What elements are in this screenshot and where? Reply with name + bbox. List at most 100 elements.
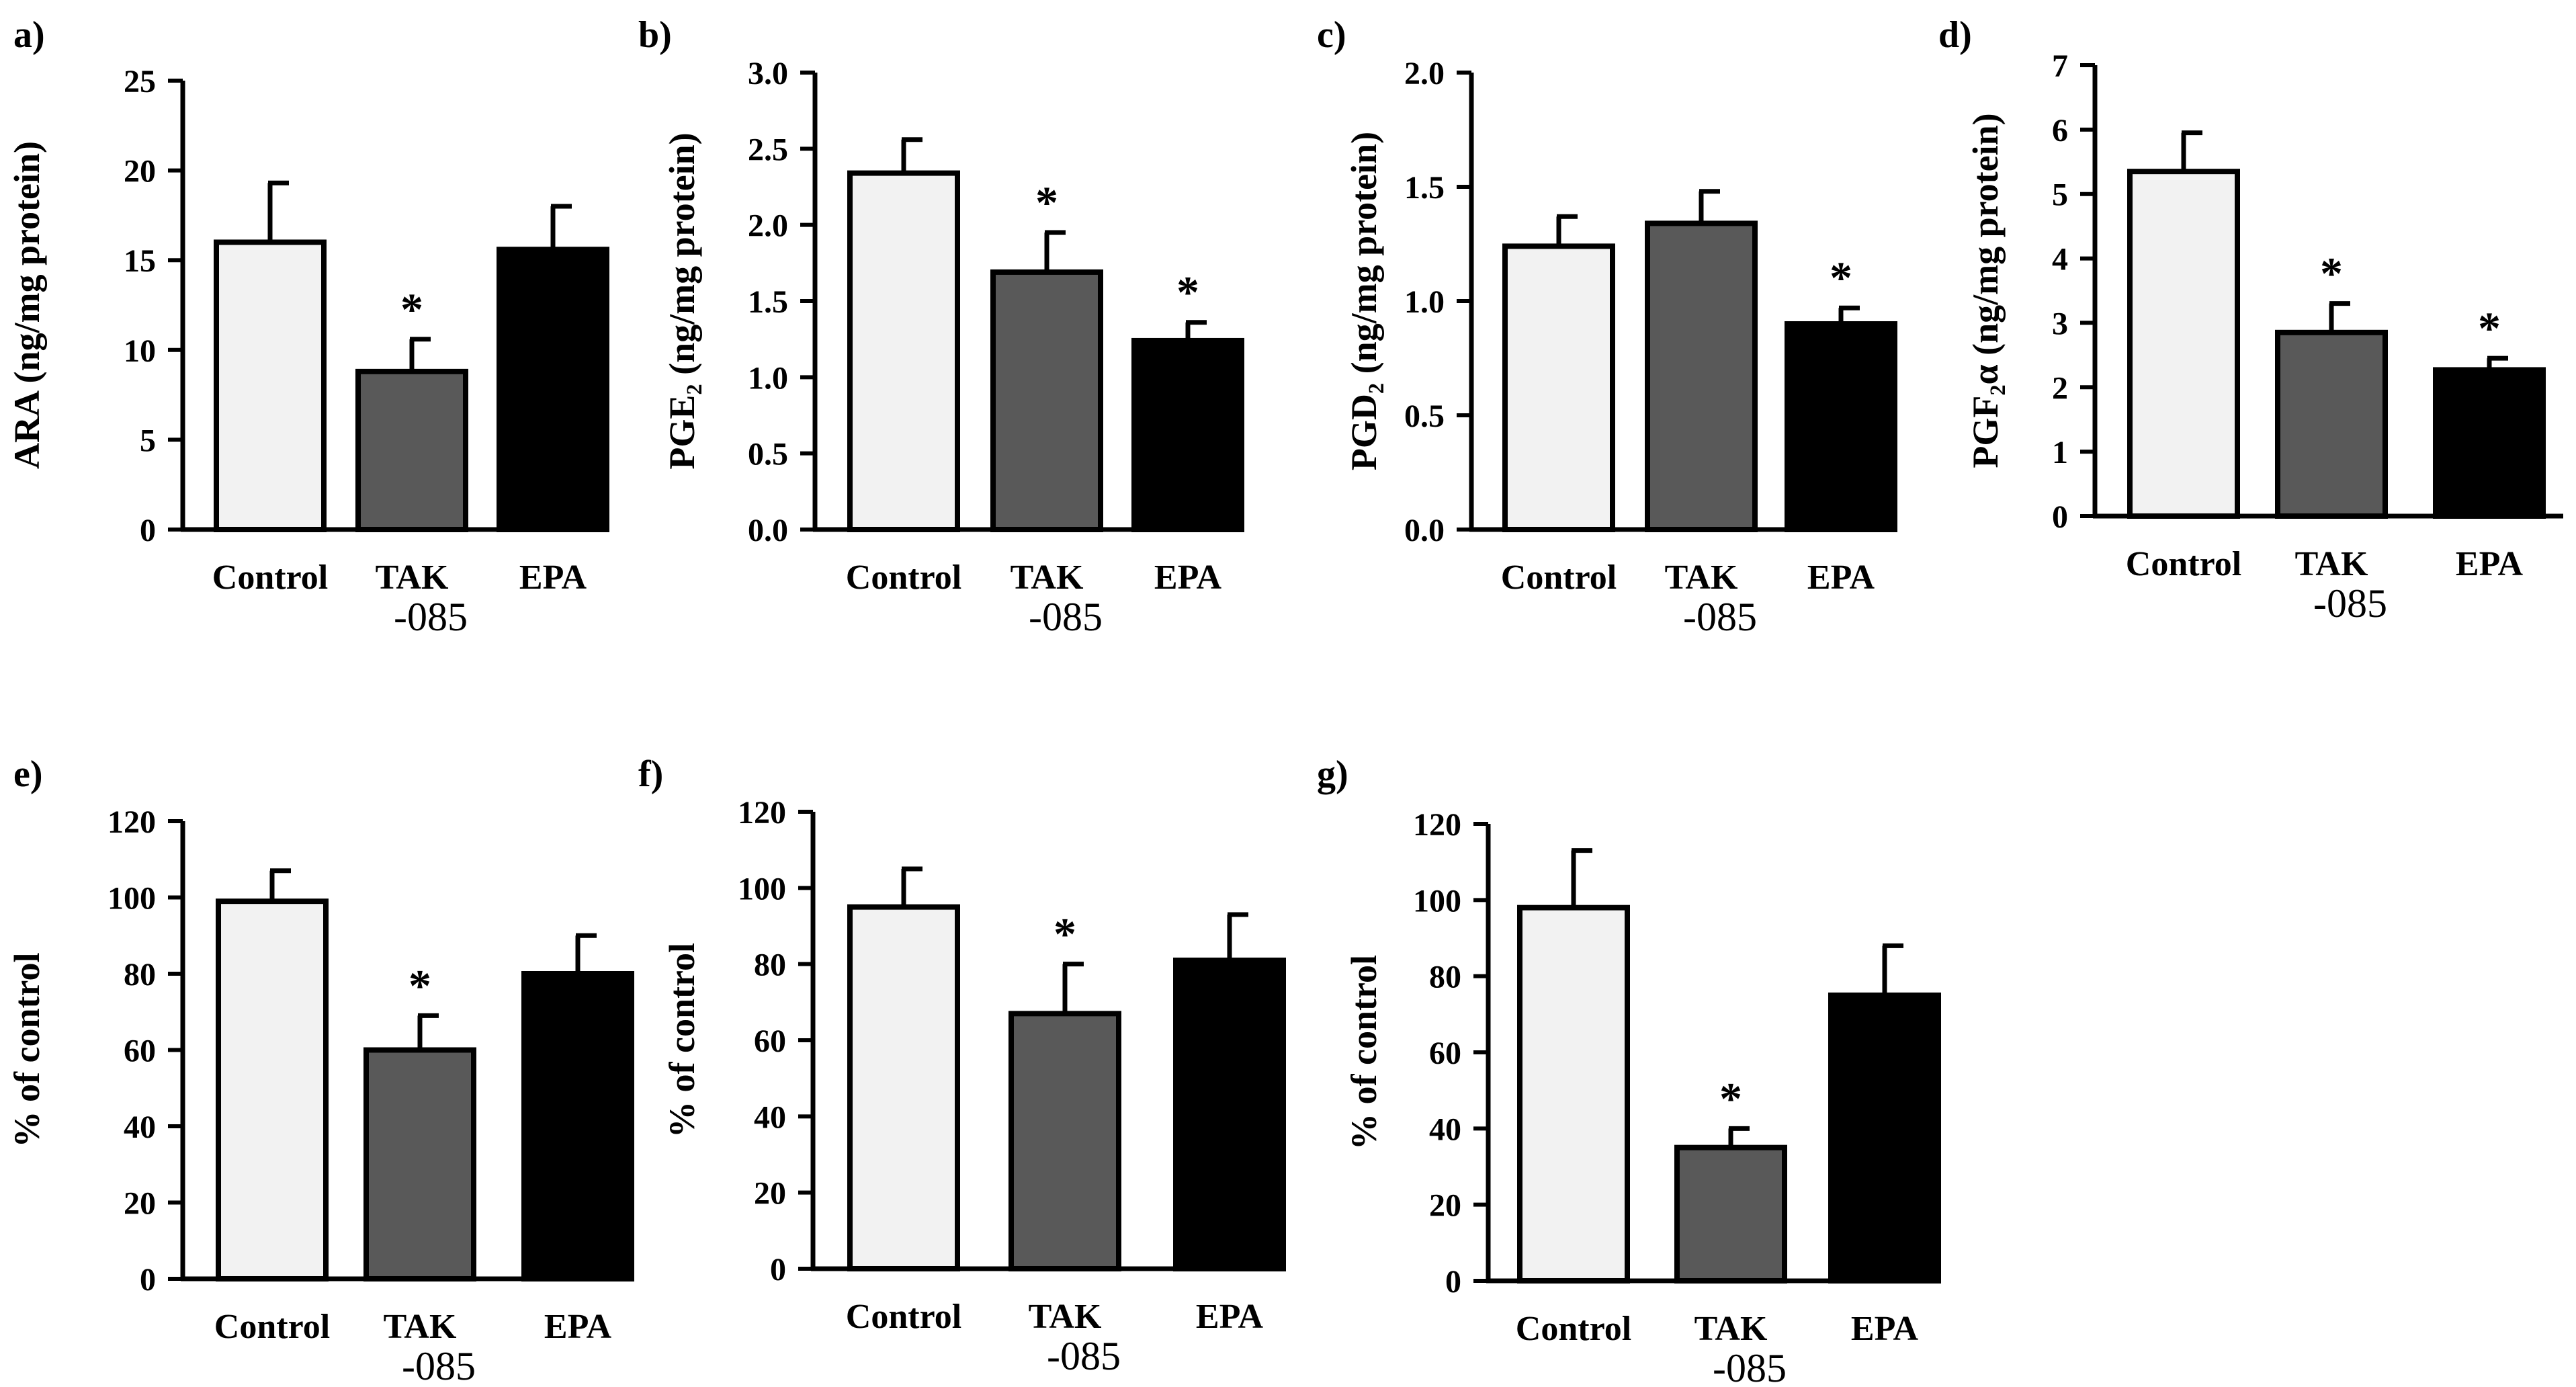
bar-control: [2127, 169, 2240, 519]
y-tick-label: 7: [2052, 48, 2068, 84]
x-tick-sublabel: -085: [394, 595, 468, 639]
bar-control: [847, 170, 960, 533]
bar-tak: [355, 368, 468, 533]
x-tick-sublabel: -085: [402, 1344, 476, 1387]
chart-panel-g: g) % of control 0 20 40 60 80 100 120 Control * TAK…: [1317, 753, 1941, 1387]
x-tick-sublabel: -085: [1029, 595, 1103, 639]
x-tick-sublabel: -085: [2313, 581, 2387, 626]
x-tick-label: TAK: [1011, 558, 1084, 597]
y-axis-label: % of control: [1344, 955, 1384, 1150]
y-tick-label: 0: [2052, 499, 2068, 535]
y-tick-label: 1.0: [748, 360, 788, 396]
y-tick-label: 60: [1429, 1036, 1461, 1071]
bar-epa: [497, 247, 609, 532]
y-tick-label: 15: [124, 243, 156, 279]
bar-epa: [521, 971, 634, 1281]
y-tick-label: 100: [108, 881, 156, 917]
bar-tak: [363, 1047, 476, 1281]
y-tick-label: 60: [754, 1023, 786, 1059]
bar-tak: [990, 269, 1103, 532]
bar-epa: [1131, 337, 1244, 532]
y-tick-label: 60: [124, 1034, 156, 1069]
bar-control: [216, 898, 329, 1282]
y-tick-label: 20: [754, 1176, 786, 1212]
x-tick-label: TAK: [1665, 558, 1738, 597]
y-tick-label: 0.0: [748, 513, 788, 548]
significance-marker: *: [1054, 909, 1076, 960]
y-tick-label: 1.5: [1404, 170, 1445, 206]
y-tick-label: 5: [140, 423, 156, 458]
significance-marker: *: [2320, 248, 2343, 299]
bar-epa: [1785, 321, 1897, 532]
x-tick-label: Control: [2126, 545, 2241, 583]
significance-marker: *: [1719, 1073, 1742, 1124]
y-tick-label: 25: [124, 64, 156, 99]
bar-epa: [2433, 367, 2546, 519]
panel-label: b): [638, 14, 672, 56]
x-tick-label: TAK: [384, 1308, 457, 1346]
y-tick-label: 3: [2052, 306, 2068, 341]
y-tick-label: 4: [2052, 242, 2068, 278]
significance-marker: *: [1830, 252, 1852, 303]
y-tick-label: 20: [1429, 1188, 1461, 1224]
bar-epa: [1828, 993, 1941, 1284]
y-axis-label: PGE₂ (ng/mg protein): [662, 132, 702, 469]
significance-marker: *: [409, 960, 431, 1011]
x-tick-label: Control: [1516, 1310, 1631, 1348]
y-tick-label: 0: [770, 1252, 786, 1288]
y-tick-label: 40: [124, 1109, 156, 1145]
bar-tak: [1645, 220, 1758, 532]
panel-label: g): [1317, 753, 1348, 795]
y-axis-label: ARA (ng/mg protein): [7, 141, 47, 469]
bar-control: [847, 904, 960, 1271]
x-tick-label: EPA: [1196, 1298, 1264, 1336]
y-tick-label: 0.5: [748, 437, 788, 472]
panel-label: e): [13, 753, 43, 795]
bar-control: [1517, 905, 1630, 1284]
y-tick-label: 0.0: [1404, 513, 1445, 548]
x-tick-label: EPA: [2456, 545, 2524, 583]
y-axis-label: PGF₂α (ng/mg protein): [1965, 113, 2006, 468]
y-tick-label: 0.5: [1404, 398, 1445, 434]
x-tick-label: EPA: [1807, 558, 1875, 597]
bar-tak: [1008, 1011, 1121, 1272]
y-tick-label: 1: [2052, 435, 2068, 470]
panel-label: d): [1938, 14, 1972, 56]
y-tick-label: 2: [2052, 370, 2068, 406]
chart-panel-a: a) ARA (ng/mg protein) 0 5 10 15 20 25 Control * T…: [7, 14, 609, 639]
y-tick-label: 2.0: [1404, 56, 1445, 91]
x-tick-sublabel: -085: [1047, 1334, 1121, 1378]
chart-panel-e: e) % of control 0 20 40 60 80 100 120 Control * TAK…: [7, 753, 634, 1387]
chart-panel-d: d) PGF₂α (ng/mg protein) 0 1 2 3 4 5 6 7 Control * T…: [1938, 14, 2563, 626]
panel-label: f): [638, 753, 663, 795]
x-tick-label: EPA: [1851, 1310, 1919, 1348]
y-axis-label: % of control: [662, 943, 702, 1138]
y-tick-label: 40: [1429, 1111, 1461, 1147]
x-tick-sublabel: -085: [1713, 1346, 1787, 1387]
y-tick-label: 5: [2052, 177, 2068, 213]
x-tick-label: Control: [1501, 558, 1617, 597]
significance-marker: *: [2478, 302, 2501, 353]
bar-control: [214, 239, 327, 532]
chart-panel-f: f) % of control 0 20 40 60 80 100 120 Control * TAK…: [638, 753, 1286, 1378]
significance-marker: *: [1035, 177, 1058, 228]
y-tick-label: 20: [124, 1186, 156, 1222]
x-tick-label: Control: [846, 1298, 961, 1336]
bar-tak: [2275, 329, 2388, 519]
y-axis-label: PGD₂ (ng/mg protein): [1344, 132, 1384, 470]
y-tick-label: 0: [140, 513, 156, 548]
y-tick-label: 120: [108, 804, 156, 840]
y-tick-label: 3.0: [748, 56, 788, 91]
y-tick-label: 2.0: [748, 208, 788, 244]
bar-tak: [1674, 1144, 1787, 1284]
y-tick-label: 100: [1413, 883, 1461, 919]
x-tick-label: EPA: [1154, 558, 1222, 597]
y-tick-label: 20: [124, 154, 156, 190]
x-tick-label: TAK: [2295, 545, 2368, 583]
x-tick-label: Control: [846, 558, 961, 597]
chart-panel-c: c) PGD₂ (ng/mg protein) 0.0 0.5 1.0 1.5 2.0 Con…: [1317, 14, 1897, 639]
y-tick-label: 100: [738, 871, 786, 907]
y-tick-label: 2.5: [748, 132, 788, 167]
y-tick-label: 10: [124, 333, 156, 369]
